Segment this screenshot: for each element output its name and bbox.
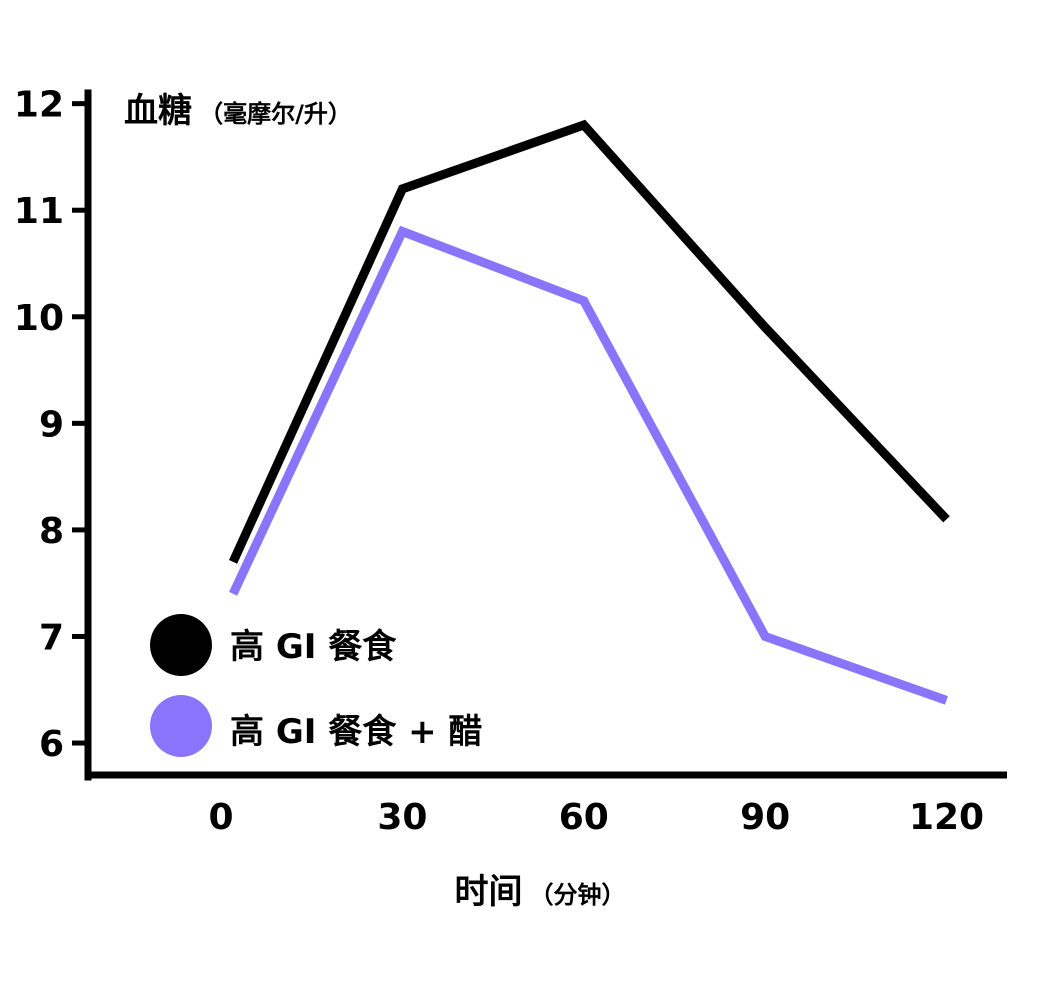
- x-tick-label-30: 30: [377, 797, 427, 838]
- x-axis-unit: （分钟）: [530, 881, 626, 909]
- x-tick-label-60: 60: [559, 797, 609, 838]
- x-axis-title-text: 时间: [454, 872, 522, 912]
- y-tick-label-11: 11: [14, 191, 64, 232]
- legend-item-high-gi-meal-vinegar: 高 GI 餐食 + 醋: [150, 695, 482, 757]
- y-axis-ticks: 6 7 8 9 10 11 12: [14, 85, 88, 765]
- legend-item-high-gi-meal: 高 GI 餐食: [150, 614, 397, 676]
- y-axis-title: 血糖 （毫摩尔/升）: [124, 91, 352, 131]
- x-tick-label-120: 120: [909, 797, 984, 838]
- y-tick-label-6: 6: [39, 724, 64, 765]
- y-tick-label-10: 10: [14, 298, 64, 339]
- series-line-1: [229, 225, 948, 705]
- x-tick-label-0: 0: [208, 797, 233, 838]
- y-tick-label-9: 9: [39, 404, 64, 445]
- y-axis-title-text: 血糖: [124, 91, 192, 131]
- series-lines: [229, 119, 950, 705]
- y-axis-unit: （毫摩尔/升）: [199, 100, 352, 128]
- y-tick-label-7: 7: [39, 617, 64, 658]
- y-tick-label-8: 8: [39, 511, 64, 552]
- series-line-0: [229, 119, 950, 564]
- x-axis-ticks: 0 30 60 90 120: [208, 797, 984, 838]
- legend-swatch-high-gi-meal: [150, 614, 212, 676]
- chart-axes: [84, 89, 1007, 781]
- legend-label-high-gi-meal: 高 GI 餐食: [230, 627, 397, 667]
- legend-swatch-high-gi-meal-vinegar: [150, 695, 212, 757]
- legend-label-high-gi-meal-vinegar: 高 GI 餐食 + 醋: [230, 712, 482, 752]
- legend: 高 GI 餐食 高 GI 餐食 + 醋: [150, 614, 482, 757]
- x-axis-title: 时间 （分钟）: [454, 872, 625, 912]
- x-tick-label-90: 90: [740, 797, 790, 838]
- y-tick-label-12: 12: [14, 85, 64, 126]
